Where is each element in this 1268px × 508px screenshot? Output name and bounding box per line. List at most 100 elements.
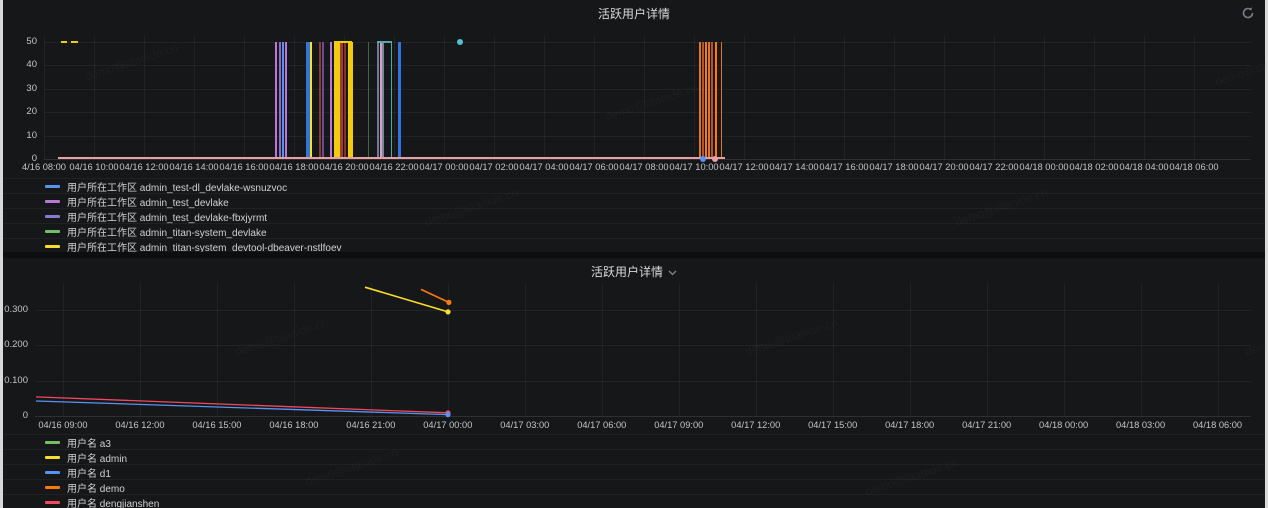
legend-item[interactable]: 用户所在工作区 admin_titan-system_devtool-dbeav… xyxy=(3,238,1265,252)
legend-series-label: 用户名 d1 xyxy=(67,468,111,480)
x-axis-tick-label: 04/18 03:00 xyxy=(1116,420,1166,430)
series-segment xyxy=(61,40,68,43)
gridline-vertical xyxy=(793,36,795,159)
series-spike xyxy=(699,41,702,159)
panel-title[interactable]: 活跃用户详情 xyxy=(590,264,663,279)
gridline-horizontal xyxy=(35,345,1251,347)
legend-item[interactable]: 用户所在工作区 admin_test_devlake xyxy=(3,193,1265,209)
x-axis-tick-label: 04/17 12:00 xyxy=(719,162,769,172)
series-point-dot xyxy=(700,156,707,162)
gridline-vertical xyxy=(893,36,895,159)
gridline-vertical xyxy=(1143,36,1145,159)
series-spike xyxy=(708,41,711,159)
gridline-vertical xyxy=(986,283,988,416)
series-segment xyxy=(333,40,352,43)
gridline-horizontal xyxy=(44,65,1251,67)
series-spike xyxy=(275,41,278,159)
refresh-icon[interactable] xyxy=(1241,6,1255,20)
series-spike xyxy=(714,41,717,159)
gridline-vertical xyxy=(62,283,64,416)
x-axis-tick-label: 04/17 08:00 xyxy=(619,162,669,172)
legend-item[interactable]: 用户所在工作区 admin_test_devlake-fbxjyrmt xyxy=(3,208,1265,224)
x-axis-tick-label: 04/17 12:00 xyxy=(731,420,781,430)
x-axis-tick-label: 04/18 06:00 xyxy=(1169,162,1219,172)
legend-series-label: 用户所在工作区 admin_test-dl_devlake-wsnuzvoc xyxy=(67,182,288,194)
legend-series-label: 用户所在工作区 admin_titan-system_devtool-dbeav… xyxy=(67,242,342,253)
series-segment xyxy=(71,40,79,43)
series-spike xyxy=(702,41,705,159)
x-axis-tick-label: 04/18 02:00 xyxy=(1069,162,1119,172)
gridline-vertical xyxy=(139,283,141,416)
gridline-vertical xyxy=(1217,283,1219,416)
x-axis-tick-label: 04/17 18:00 xyxy=(869,162,919,172)
legend-color-swatch xyxy=(45,244,60,248)
grafana-dashboard: 活跃用户详情 0 10 20 30 40 50 4/16 08:00 04/16 10:00 0… xyxy=(3,0,1268,508)
gridline-vertical xyxy=(493,36,495,159)
series-end-dot xyxy=(446,299,452,305)
series-spike xyxy=(367,41,369,159)
gridline-vertical xyxy=(93,36,95,159)
x-axis-tick-label: 04/17 04:00 xyxy=(519,162,569,172)
legend-item[interactable]: 用户名 d1 xyxy=(3,464,1265,480)
legend-color-swatch xyxy=(45,500,60,504)
x-axis-tick-label: 04/18 06:00 xyxy=(1192,420,1243,430)
gridline-vertical xyxy=(843,36,845,159)
legend-item[interactable]: 用户名 a3 xyxy=(3,434,1265,450)
series-spike xyxy=(282,41,285,159)
series-spike xyxy=(377,41,380,159)
legend-item[interactable]: 用户所在工作区 admin_titan-system_devlake xyxy=(3,223,1265,239)
series-point-dot xyxy=(711,156,718,162)
series-spike xyxy=(390,41,392,159)
series-baseline xyxy=(58,157,726,159)
y-axis-tick-label: 0.200 xyxy=(4,339,28,351)
x-axis-tick-label: 04/17 14:00 xyxy=(769,162,819,172)
gridline-vertical xyxy=(1043,36,1045,159)
series-end-dot xyxy=(445,309,451,315)
gridline-horizontal xyxy=(35,416,1251,417)
legend-color-swatch xyxy=(45,470,60,474)
series-spike xyxy=(382,41,385,159)
timeseries-chart-workspaces: 0 10 20 30 40 50 4/16 08:00 04/16 10:00 04/16 12… xyxy=(3,0,1265,252)
y-axis-tick-label: 0.300 xyxy=(4,304,28,316)
legend-color-swatch xyxy=(45,455,60,459)
legend-item[interactable]: 用户所在工作区 admin_test-dl_devlake-wsnuzvoc xyxy=(3,178,1265,194)
panel-active-users-usernames: 活跃用户详情 0 0.100 0.200 0.300 04/16 09:00 04/16 … xyxy=(3,258,1265,508)
series-spike xyxy=(379,41,382,159)
panel-header: 活跃用户详情 xyxy=(3,0,1265,26)
gridline-vertical xyxy=(393,36,395,159)
gridline-vertical xyxy=(524,283,526,416)
legend-item[interactable]: 用户名 admin xyxy=(3,449,1265,465)
y-axis-tick-label: 0 xyxy=(31,153,37,164)
legend-series-label: 用户名 demo xyxy=(67,483,125,495)
gridline-vertical xyxy=(832,283,834,416)
gridline-vertical xyxy=(1140,283,1142,416)
y-axis-tick-label: 10 xyxy=(26,129,37,141)
series-point-dot xyxy=(457,38,464,45)
gridline-vertical xyxy=(743,36,745,159)
x-axis-tick-label: 4/16 08:00 xyxy=(22,162,66,172)
x-axis-tick-label: 04/16 21:00 xyxy=(346,420,396,430)
legend-color-swatch xyxy=(45,199,60,203)
series-spike xyxy=(330,41,333,159)
gridline-vertical xyxy=(755,283,757,416)
x-axis-tick-label: 04/17 06:00 xyxy=(569,162,619,172)
x-axis-tick-label: 04/16 18:00 xyxy=(269,420,319,430)
chevron-down-icon[interactable] xyxy=(668,265,677,279)
gridline-vertical xyxy=(447,283,449,416)
panel-title[interactable]: 活跃用户详情 xyxy=(597,6,670,21)
x-axis-tick-label: 04/18 00:00 xyxy=(1039,420,1089,430)
x-axis-tick-label: 04/17 21:00 xyxy=(962,420,1012,430)
legend-item[interactable]: 用户名 demo xyxy=(3,479,1265,495)
series-line xyxy=(364,286,449,313)
legend-item[interactable]: 用户名 dengjianshen xyxy=(3,494,1265,508)
gridline-vertical xyxy=(216,283,218,416)
x-axis-tick-label: 04/17 10:00 xyxy=(669,162,719,172)
series-spike xyxy=(351,41,354,159)
gridline-vertical xyxy=(543,36,545,159)
series-spike xyxy=(285,41,288,159)
series-spike xyxy=(347,41,351,159)
gridline-horizontal xyxy=(44,159,1251,160)
gridline-vertical xyxy=(1093,36,1095,159)
x-axis-tick-label: 04/16 12:00 xyxy=(119,162,169,172)
series-spike xyxy=(340,41,344,159)
